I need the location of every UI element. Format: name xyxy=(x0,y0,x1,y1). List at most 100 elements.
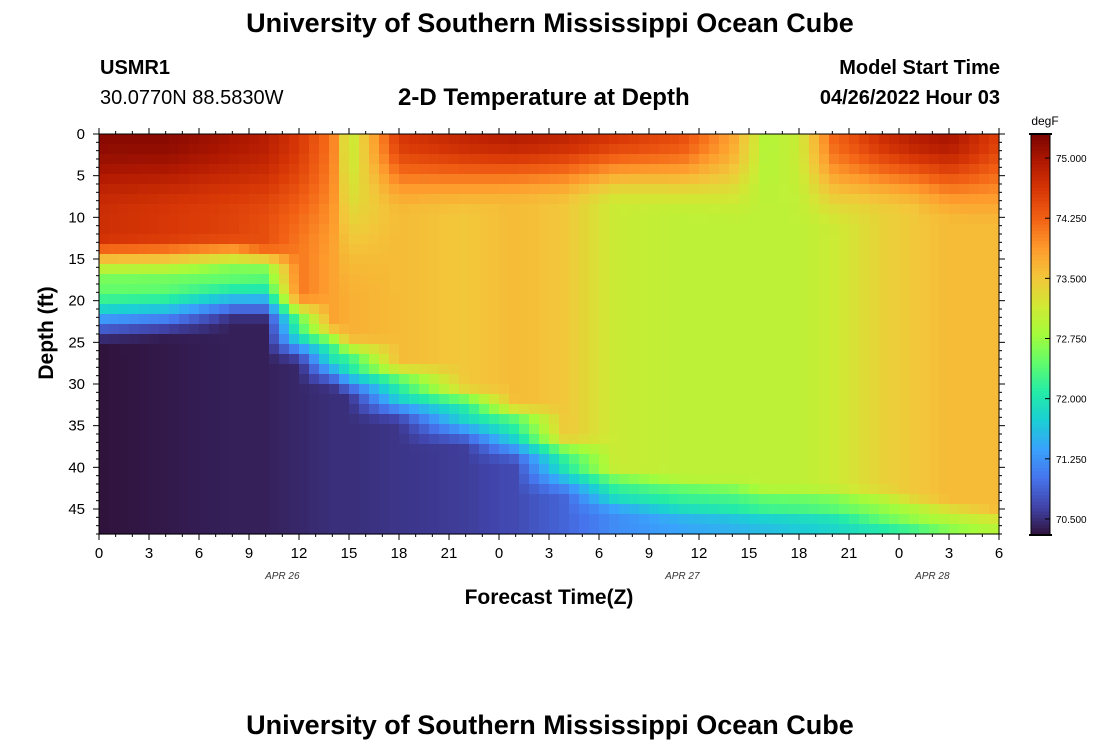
heatmap-cell xyxy=(689,154,700,165)
heatmap-cell xyxy=(439,194,450,205)
heatmap-cell xyxy=(679,174,690,185)
heatmap-cell xyxy=(619,204,630,215)
heatmap-cell xyxy=(419,394,430,405)
heatmap-cell xyxy=(949,394,960,405)
heatmap-cell xyxy=(329,254,340,265)
heatmap-cell xyxy=(939,464,950,475)
heatmap-cell xyxy=(859,194,870,205)
heatmap-cell xyxy=(179,154,190,165)
heatmap-cell xyxy=(329,154,340,165)
heatmap-cell xyxy=(469,194,480,205)
heatmap-cell xyxy=(829,174,840,185)
heatmap-cell xyxy=(409,394,420,405)
heatmap-cell xyxy=(99,524,110,535)
colorbar-segment xyxy=(1031,431,1050,436)
heatmap-cell xyxy=(569,244,580,255)
heatmap-cell xyxy=(819,334,830,345)
heatmap-cell xyxy=(489,164,500,175)
heatmap-cell xyxy=(449,274,460,285)
heatmap-cell xyxy=(869,264,880,275)
heatmap-cell xyxy=(129,414,140,425)
colorbar-segment xyxy=(1031,371,1050,376)
heatmap-cell xyxy=(559,494,570,505)
heatmap-cell xyxy=(529,494,540,505)
heatmap-cell xyxy=(709,444,720,455)
heatmap-cell xyxy=(739,524,750,535)
heatmap-cell xyxy=(249,484,260,495)
colorbar-segment xyxy=(1031,210,1050,215)
heatmap-cell xyxy=(389,314,400,325)
heatmap-cell xyxy=(109,474,120,485)
heatmap-cell xyxy=(639,404,650,415)
colorbar-segment xyxy=(1031,397,1050,402)
heatmap-cell xyxy=(379,404,390,415)
heatmap-cell xyxy=(269,284,280,295)
heatmap-cell xyxy=(559,474,570,485)
heatmap-cell xyxy=(489,524,500,535)
heatmap-cell xyxy=(889,404,900,415)
heatmap-cell xyxy=(959,504,970,515)
heatmap-cell xyxy=(989,274,1000,285)
heatmap-cell xyxy=(519,184,530,195)
heatmap-cell xyxy=(409,164,420,175)
heatmap-cell xyxy=(879,464,890,475)
heatmap-cell xyxy=(759,374,770,385)
heatmap-cell xyxy=(849,474,860,485)
heatmap-cell xyxy=(709,404,720,415)
heatmap-cell xyxy=(699,204,710,215)
heatmap-cell xyxy=(729,264,740,275)
heatmap-cell xyxy=(519,144,530,155)
heatmap-cell xyxy=(879,184,890,195)
heatmap-cell xyxy=(259,384,270,395)
heatmap-cell xyxy=(669,434,680,445)
heatmap-cell xyxy=(779,374,790,385)
heatmap-cell xyxy=(289,204,300,215)
heatmap-cell xyxy=(469,294,480,305)
heatmap-cell xyxy=(699,444,710,455)
heatmap-cell xyxy=(589,474,600,485)
heatmap-cell xyxy=(439,434,450,445)
heatmap-cell xyxy=(289,354,300,365)
heatmap-cell xyxy=(689,404,700,415)
heatmap-cell xyxy=(669,224,680,235)
heatmap-cell xyxy=(289,194,300,205)
heatmap-cell xyxy=(649,144,660,155)
heatmap-cell xyxy=(909,414,920,425)
heatmap-cell xyxy=(599,354,610,365)
heatmap-cell xyxy=(869,294,880,305)
heatmap-cell xyxy=(809,244,820,255)
heatmap-cell xyxy=(599,254,610,265)
heatmap-cell xyxy=(689,474,700,485)
heatmap-cell xyxy=(479,194,490,205)
heatmap-cell xyxy=(579,134,590,145)
heatmap-cell xyxy=(879,504,890,515)
heatmap-cell xyxy=(719,314,730,325)
colorbar-segment xyxy=(1031,154,1050,158)
heatmap-cell xyxy=(629,234,640,245)
heatmap-cell xyxy=(459,394,470,405)
heatmap-cell xyxy=(149,464,160,475)
heatmap-cell xyxy=(959,524,970,535)
heatmap-cell xyxy=(409,194,420,205)
heatmap-cell xyxy=(379,344,390,355)
heatmap-cell xyxy=(169,434,180,445)
heatmap-cell xyxy=(189,464,200,475)
heatmap-cell xyxy=(729,204,740,215)
heatmap-cell xyxy=(779,444,790,455)
heatmap-cell xyxy=(559,234,570,245)
heatmap-cell xyxy=(519,244,530,255)
heatmap-cell xyxy=(849,164,860,175)
heatmap-cell xyxy=(339,364,350,375)
heatmap-cell xyxy=(379,334,390,345)
heatmap-cell xyxy=(979,254,990,265)
heatmap-cell xyxy=(769,464,780,475)
heatmap-cell xyxy=(229,334,240,345)
x-tick-label: 18 xyxy=(791,545,808,562)
heatmap-cell xyxy=(629,214,640,225)
heatmap-cell xyxy=(479,244,490,255)
heatmap-cell xyxy=(429,404,440,415)
heatmap-cell xyxy=(829,134,840,145)
heatmap-cell xyxy=(159,134,170,145)
heatmap-cell xyxy=(859,334,870,345)
heatmap-cell xyxy=(709,344,720,355)
